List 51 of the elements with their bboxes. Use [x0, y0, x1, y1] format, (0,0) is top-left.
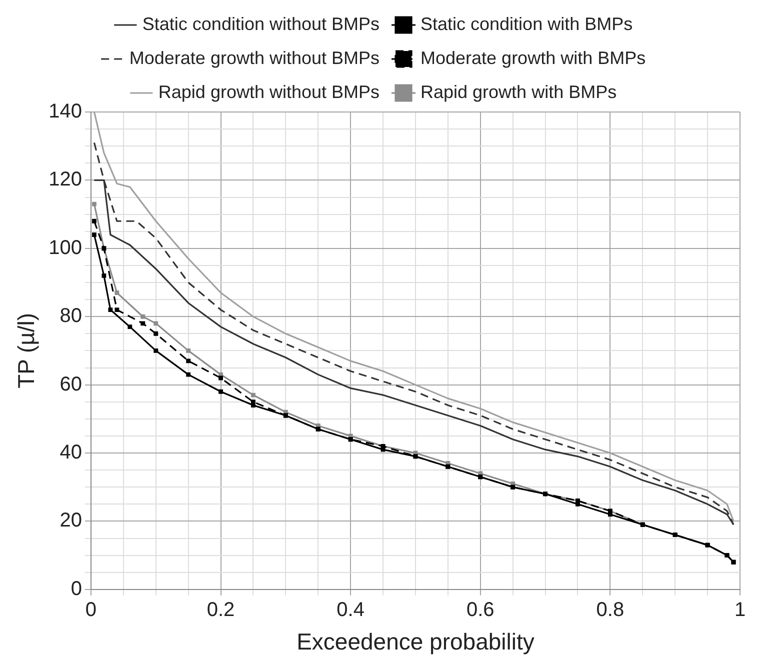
legend-label: Static condition with BMPs: [420, 14, 633, 34]
y-tick-label: 20: [60, 510, 82, 532]
point: [114, 290, 120, 295]
point: [186, 348, 191, 353]
y-tick-label: 100: [48, 236, 82, 259]
x-tick-label: 0.8: [596, 598, 624, 621]
point: [316, 424, 320, 428]
point: [140, 321, 146, 326]
point: [92, 202, 96, 206]
y-tick-label: 140: [48, 100, 82, 123]
x-tick-label: 1: [734, 598, 746, 621]
point: [128, 324, 132, 330]
y-tick-label: 0: [70, 578, 82, 600]
y-tick-label: 40: [60, 442, 82, 464]
point: [576, 502, 580, 506]
point: [186, 358, 191, 364]
point: [510, 481, 516, 486]
point: [251, 392, 256, 398]
x-tick-label: 0.4: [336, 598, 364, 621]
point: [218, 389, 223, 394]
point: [154, 331, 158, 336]
point: [380, 447, 386, 452]
point: [218, 376, 223, 380]
x-tick-label: 0.2: [206, 598, 235, 621]
point: [154, 348, 158, 353]
point: [608, 512, 612, 517]
y-tick-label: 80: [60, 305, 82, 328]
legend-label: Rapid growth with BMPs: [420, 82, 617, 102]
point: [348, 434, 353, 438]
point: [251, 400, 256, 404]
y-axis-title: TP (µ/l): [13, 312, 40, 388]
point: [92, 232, 96, 237]
x-axis-title: Exceedence probability: [296, 628, 535, 655]
y-tick-label: 120: [48, 168, 82, 191]
legend-label: Static condition without BMPs: [142, 14, 380, 34]
point: [154, 321, 158, 326]
y-tick-label: 60: [60, 373, 82, 396]
point: [140, 314, 146, 319]
legend-label: Moderate growth without BMPs: [129, 48, 380, 68]
x-tick-label: 0: [85, 598, 97, 621]
x-tick-label: 0.6: [466, 598, 494, 621]
point: [108, 308, 113, 312]
point: [446, 461, 450, 466]
point: [114, 308, 120, 312]
point: [186, 372, 191, 377]
point: [102, 273, 106, 278]
legend-label: Rapid growth without BMPs: [158, 82, 380, 102]
legend-label: Moderate growth with BMPs: [420, 48, 646, 68]
point: [478, 471, 483, 476]
point: [251, 403, 256, 408]
point: [92, 218, 96, 224]
